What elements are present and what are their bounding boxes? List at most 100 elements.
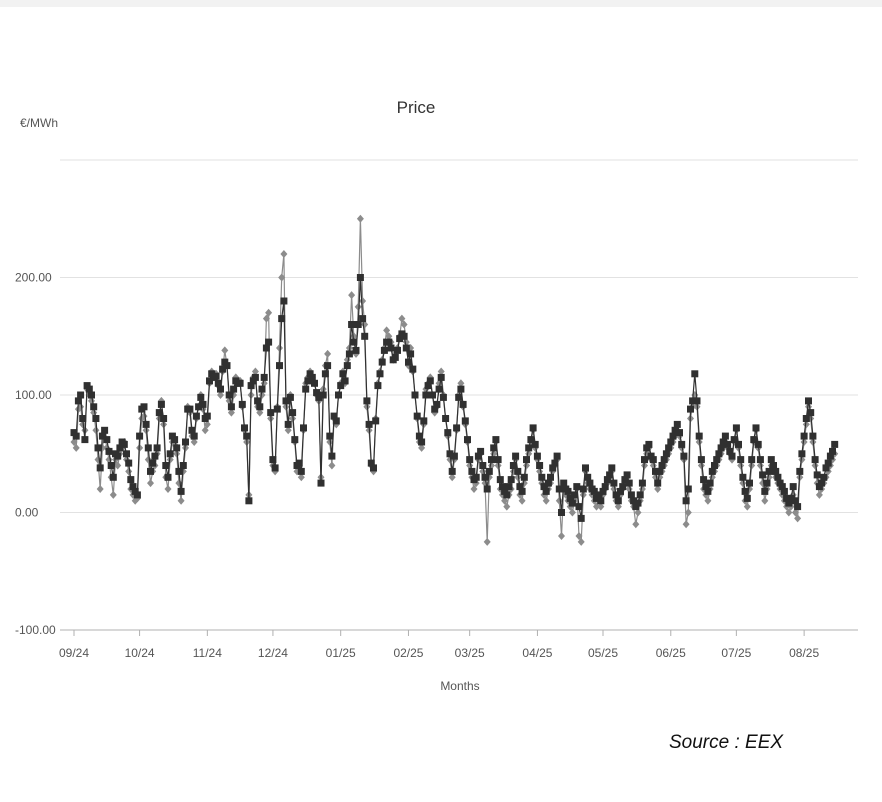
data-point-diamond	[798, 455, 806, 464]
y-tick-label: 100.00	[15, 388, 52, 402]
data-point-diamond	[614, 502, 622, 511]
data-point-square	[735, 440, 742, 448]
data-point-square	[380, 346, 388, 354]
data-point-square	[166, 450, 174, 458]
data-point-square	[529, 424, 537, 432]
data-point-square	[571, 491, 579, 499]
data-point-diamond	[568, 508, 576, 517]
data-point-square	[394, 346, 401, 354]
data-point-square	[195, 403, 203, 411]
data-point-square	[219, 365, 227, 373]
data-point-square	[577, 514, 585, 522]
data-point-square	[214, 379, 222, 387]
data-point-diamond	[284, 426, 292, 435]
data-point-square	[558, 509, 565, 516]
data-point-square	[396, 335, 404, 343]
data-point-square	[770, 462, 777, 469]
data-point-square	[805, 397, 812, 405]
data-point-square	[680, 452, 688, 460]
data-point-square	[667, 438, 675, 446]
data-point-diamond	[354, 302, 362, 311]
data-point-square	[700, 476, 708, 484]
data-point-square	[81, 436, 89, 444]
data-point-square	[682, 497, 690, 505]
data-point-diamond	[634, 508, 642, 517]
data-point-square	[584, 473, 592, 481]
data-point-diamond	[70, 438, 78, 446]
data-point-square	[684, 485, 692, 493]
data-point-square	[260, 373, 268, 381]
data-point-diamond	[494, 461, 502, 470]
data-point-square	[544, 479, 552, 487]
data-point-square	[553, 452, 561, 460]
data-point-square	[85, 385, 93, 393]
data-point-square	[435, 385, 443, 393]
data-point-diamond	[201, 426, 209, 435]
data-point-square	[455, 393, 463, 401]
data-point-square	[586, 479, 594, 487]
data-point-square	[345, 350, 353, 358]
y-axis-ticks: -100.00 0.00 100.00 200.00	[15, 271, 56, 638]
data-point-square	[523, 456, 530, 464]
data-point-diamond	[448, 473, 456, 482]
data-point-square	[741, 487, 749, 495]
data-point-square	[280, 297, 288, 305]
data-point-square	[420, 417, 428, 425]
data-point-diamond	[109, 490, 117, 499]
data-point-square	[160, 415, 168, 422]
data-point-diamond	[385, 332, 393, 341]
data-point-square	[431, 405, 439, 413]
data-point-diamond	[597, 502, 605, 511]
data-point-square	[813, 471, 821, 479]
data-point-square	[341, 377, 349, 385]
data-point-diamond	[518, 496, 526, 505]
data-point-square	[818, 479, 826, 487]
data-point-square	[748, 456, 756, 464]
data-point-square	[356, 274, 364, 281]
data-point-square	[802, 415, 810, 422]
data-point-square	[378, 358, 386, 366]
y-tick-label: -100.00	[15, 623, 56, 637]
data-point-square	[407, 350, 415, 358]
y-tick-label: 0.00	[15, 506, 39, 520]
data-point-square	[783, 494, 791, 502]
data-point-square	[265, 338, 273, 346]
data-point-diamond	[164, 485, 172, 493]
data-point-square	[302, 385, 310, 393]
x-tick-label: 12/24	[258, 646, 288, 660]
data-point-square	[518, 487, 526, 495]
data-point-square	[321, 370, 329, 378]
data-point-square	[376, 370, 384, 378]
data-point-square	[313, 389, 321, 397]
data-point-diamond	[297, 473, 305, 482]
data-point-square	[133, 491, 141, 499]
data-point-square	[533, 452, 541, 460]
data-point-diamond	[177, 496, 185, 505]
data-point-square	[359, 315, 367, 323]
data-point-square	[385, 338, 393, 346]
data-point-square	[746, 479, 753, 487]
data-point-square	[155, 409, 163, 417]
data-point-square	[636, 491, 644, 499]
data-point-square	[350, 338, 358, 346]
data-point-diamond	[350, 332, 358, 341]
data-point-square	[348, 321, 356, 328]
data-point-diamond	[276, 344, 283, 352]
data-point-square	[579, 485, 587, 493]
data-point-square	[610, 479, 618, 487]
data-point-square	[247, 382, 255, 390]
data-point-square	[599, 487, 607, 495]
data-point-square	[238, 400, 246, 408]
data-point-square	[192, 412, 200, 420]
data-point-diamond	[457, 379, 465, 388]
data-point-square	[295, 459, 303, 467]
data-point-diamond	[278, 273, 286, 282]
data-point-square	[627, 491, 635, 499]
x-tick-label: 07/25	[721, 646, 751, 660]
data-point-square	[649, 456, 657, 464]
x-tick-label: 02/25	[393, 646, 423, 660]
data-point-square	[311, 379, 318, 387]
data-point-square	[142, 420, 150, 428]
data-point-square	[352, 346, 360, 354]
data-point-square	[370, 464, 377, 472]
